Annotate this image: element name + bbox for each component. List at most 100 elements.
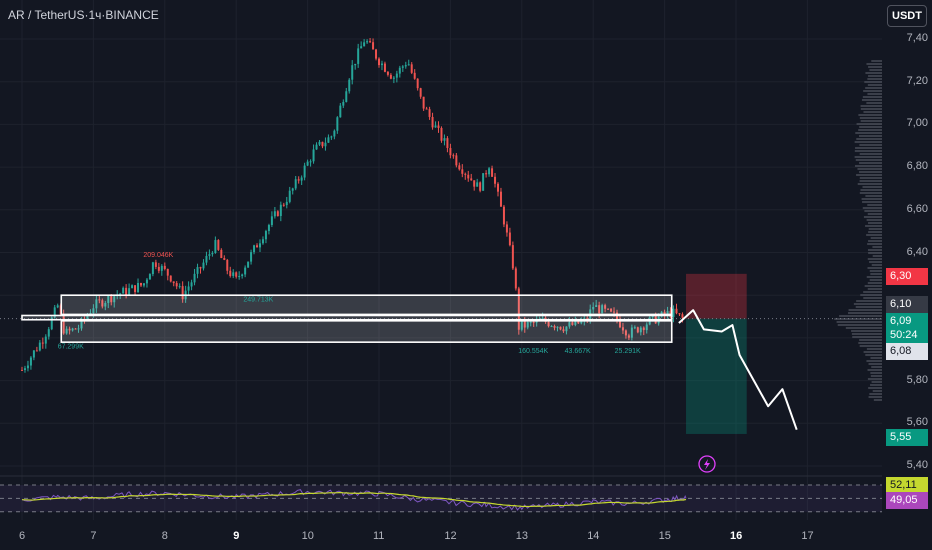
volume-profile-bar xyxy=(867,378,882,380)
candle-body xyxy=(404,65,407,67)
candle-body xyxy=(122,287,125,294)
time-tick-label: 10 xyxy=(301,530,314,542)
candle xyxy=(494,173,497,188)
volume-profile-bar xyxy=(836,321,882,323)
volume-profile-bar xyxy=(859,180,882,182)
chart-header: AR / TetherUS · 1ч · BINANCE xyxy=(8,8,159,22)
candle-body xyxy=(193,273,196,283)
candle xyxy=(247,261,250,268)
candle-body xyxy=(675,308,678,314)
candle-body xyxy=(264,231,267,240)
candle-body xyxy=(333,130,336,137)
short-position-tool[interactable] xyxy=(686,273,747,434)
candle xyxy=(672,305,675,323)
candle xyxy=(404,61,407,69)
candle xyxy=(437,121,440,133)
volume-profile-bar xyxy=(871,264,882,266)
candle xyxy=(151,261,154,277)
candle-body xyxy=(137,282,140,293)
volume-profile-bar xyxy=(854,141,882,143)
time-tick-label: 13 xyxy=(515,530,529,542)
candle xyxy=(604,303,607,313)
candle xyxy=(199,266,202,274)
volume-label: 67.299K xyxy=(58,344,84,351)
candle-body xyxy=(148,274,151,280)
candle xyxy=(297,176,300,184)
volume-profile-bar xyxy=(868,231,882,233)
candle xyxy=(26,360,29,372)
target-level-tag: 5,55 xyxy=(886,429,928,446)
projected-path[interactable] xyxy=(678,309,798,431)
volume-profile-bar xyxy=(859,345,882,347)
candle-body xyxy=(562,329,565,332)
volume-profile-bar xyxy=(863,297,882,299)
volume-label: 209.046K xyxy=(143,252,173,259)
candle xyxy=(291,187,294,195)
candle-body xyxy=(357,48,360,64)
header-separator: · xyxy=(84,8,89,22)
candle-body xyxy=(470,178,473,181)
candle-body xyxy=(499,191,502,207)
volume-profile-bar xyxy=(865,354,882,356)
candle xyxy=(261,236,264,245)
volume-profile-bar xyxy=(871,366,882,368)
volume-profile-bar xyxy=(866,63,882,65)
candle xyxy=(473,180,476,191)
currency-button[interactable]: USDT xyxy=(887,5,927,27)
candle xyxy=(226,258,229,275)
candle xyxy=(35,346,38,352)
stop-loss-zone[interactable] xyxy=(686,273,747,319)
candle-body xyxy=(443,138,446,141)
candle-body xyxy=(681,314,684,318)
volume-profile-bar xyxy=(863,291,882,293)
volume-profile-bar xyxy=(869,261,882,263)
interval-label[interactable]: 1ч xyxy=(88,8,102,22)
pivot-line-zone[interactable] xyxy=(21,314,673,321)
candle xyxy=(250,249,253,265)
candle-body xyxy=(624,330,627,336)
volume-profile-bar xyxy=(867,282,882,284)
volume-profile-bar xyxy=(864,285,882,287)
zones xyxy=(21,294,673,343)
time-tick-label: 6 xyxy=(19,530,26,542)
lower-support-zone[interactable] xyxy=(60,320,673,343)
candle xyxy=(476,178,479,187)
candle xyxy=(113,295,116,308)
volume-label: 249.713K xyxy=(243,297,273,304)
lightning-icon[interactable] xyxy=(698,455,716,473)
candle-body xyxy=(211,253,214,255)
take-profit-zone[interactable] xyxy=(686,318,747,434)
candle-body xyxy=(113,296,116,303)
volume-profile-bar xyxy=(865,87,882,89)
volume-profile-bar xyxy=(856,300,882,302)
volume-profile-bar xyxy=(870,372,882,374)
candle xyxy=(169,275,172,283)
candle xyxy=(505,221,508,237)
upper-resistance-zone[interactable] xyxy=(60,294,673,316)
candle-body xyxy=(250,252,253,262)
candle-body xyxy=(511,245,514,269)
candle-body xyxy=(446,138,449,149)
volume-profile-bar xyxy=(870,357,882,359)
candle-body xyxy=(452,155,455,157)
candle-body xyxy=(26,365,29,369)
candle xyxy=(333,129,336,140)
candle-body xyxy=(256,245,259,248)
rsi-pane[interactable] xyxy=(0,475,882,513)
volume-label: 25.291K xyxy=(615,348,641,355)
volume-profile-bar xyxy=(867,288,882,290)
candle xyxy=(279,201,282,222)
candle-body xyxy=(607,308,610,310)
symbol-label[interactable]: AR / TetherUS xyxy=(8,8,85,22)
candle-body xyxy=(550,326,553,328)
candle-body xyxy=(309,161,312,163)
candle xyxy=(636,326,639,334)
candle-body xyxy=(621,327,624,331)
candle-body xyxy=(151,262,154,275)
candle-body xyxy=(514,268,517,289)
candle-body xyxy=(407,64,410,66)
volume-profile-bar xyxy=(872,390,882,392)
price-tick-label: 6,80 xyxy=(906,160,928,173)
candle-body xyxy=(565,326,568,332)
